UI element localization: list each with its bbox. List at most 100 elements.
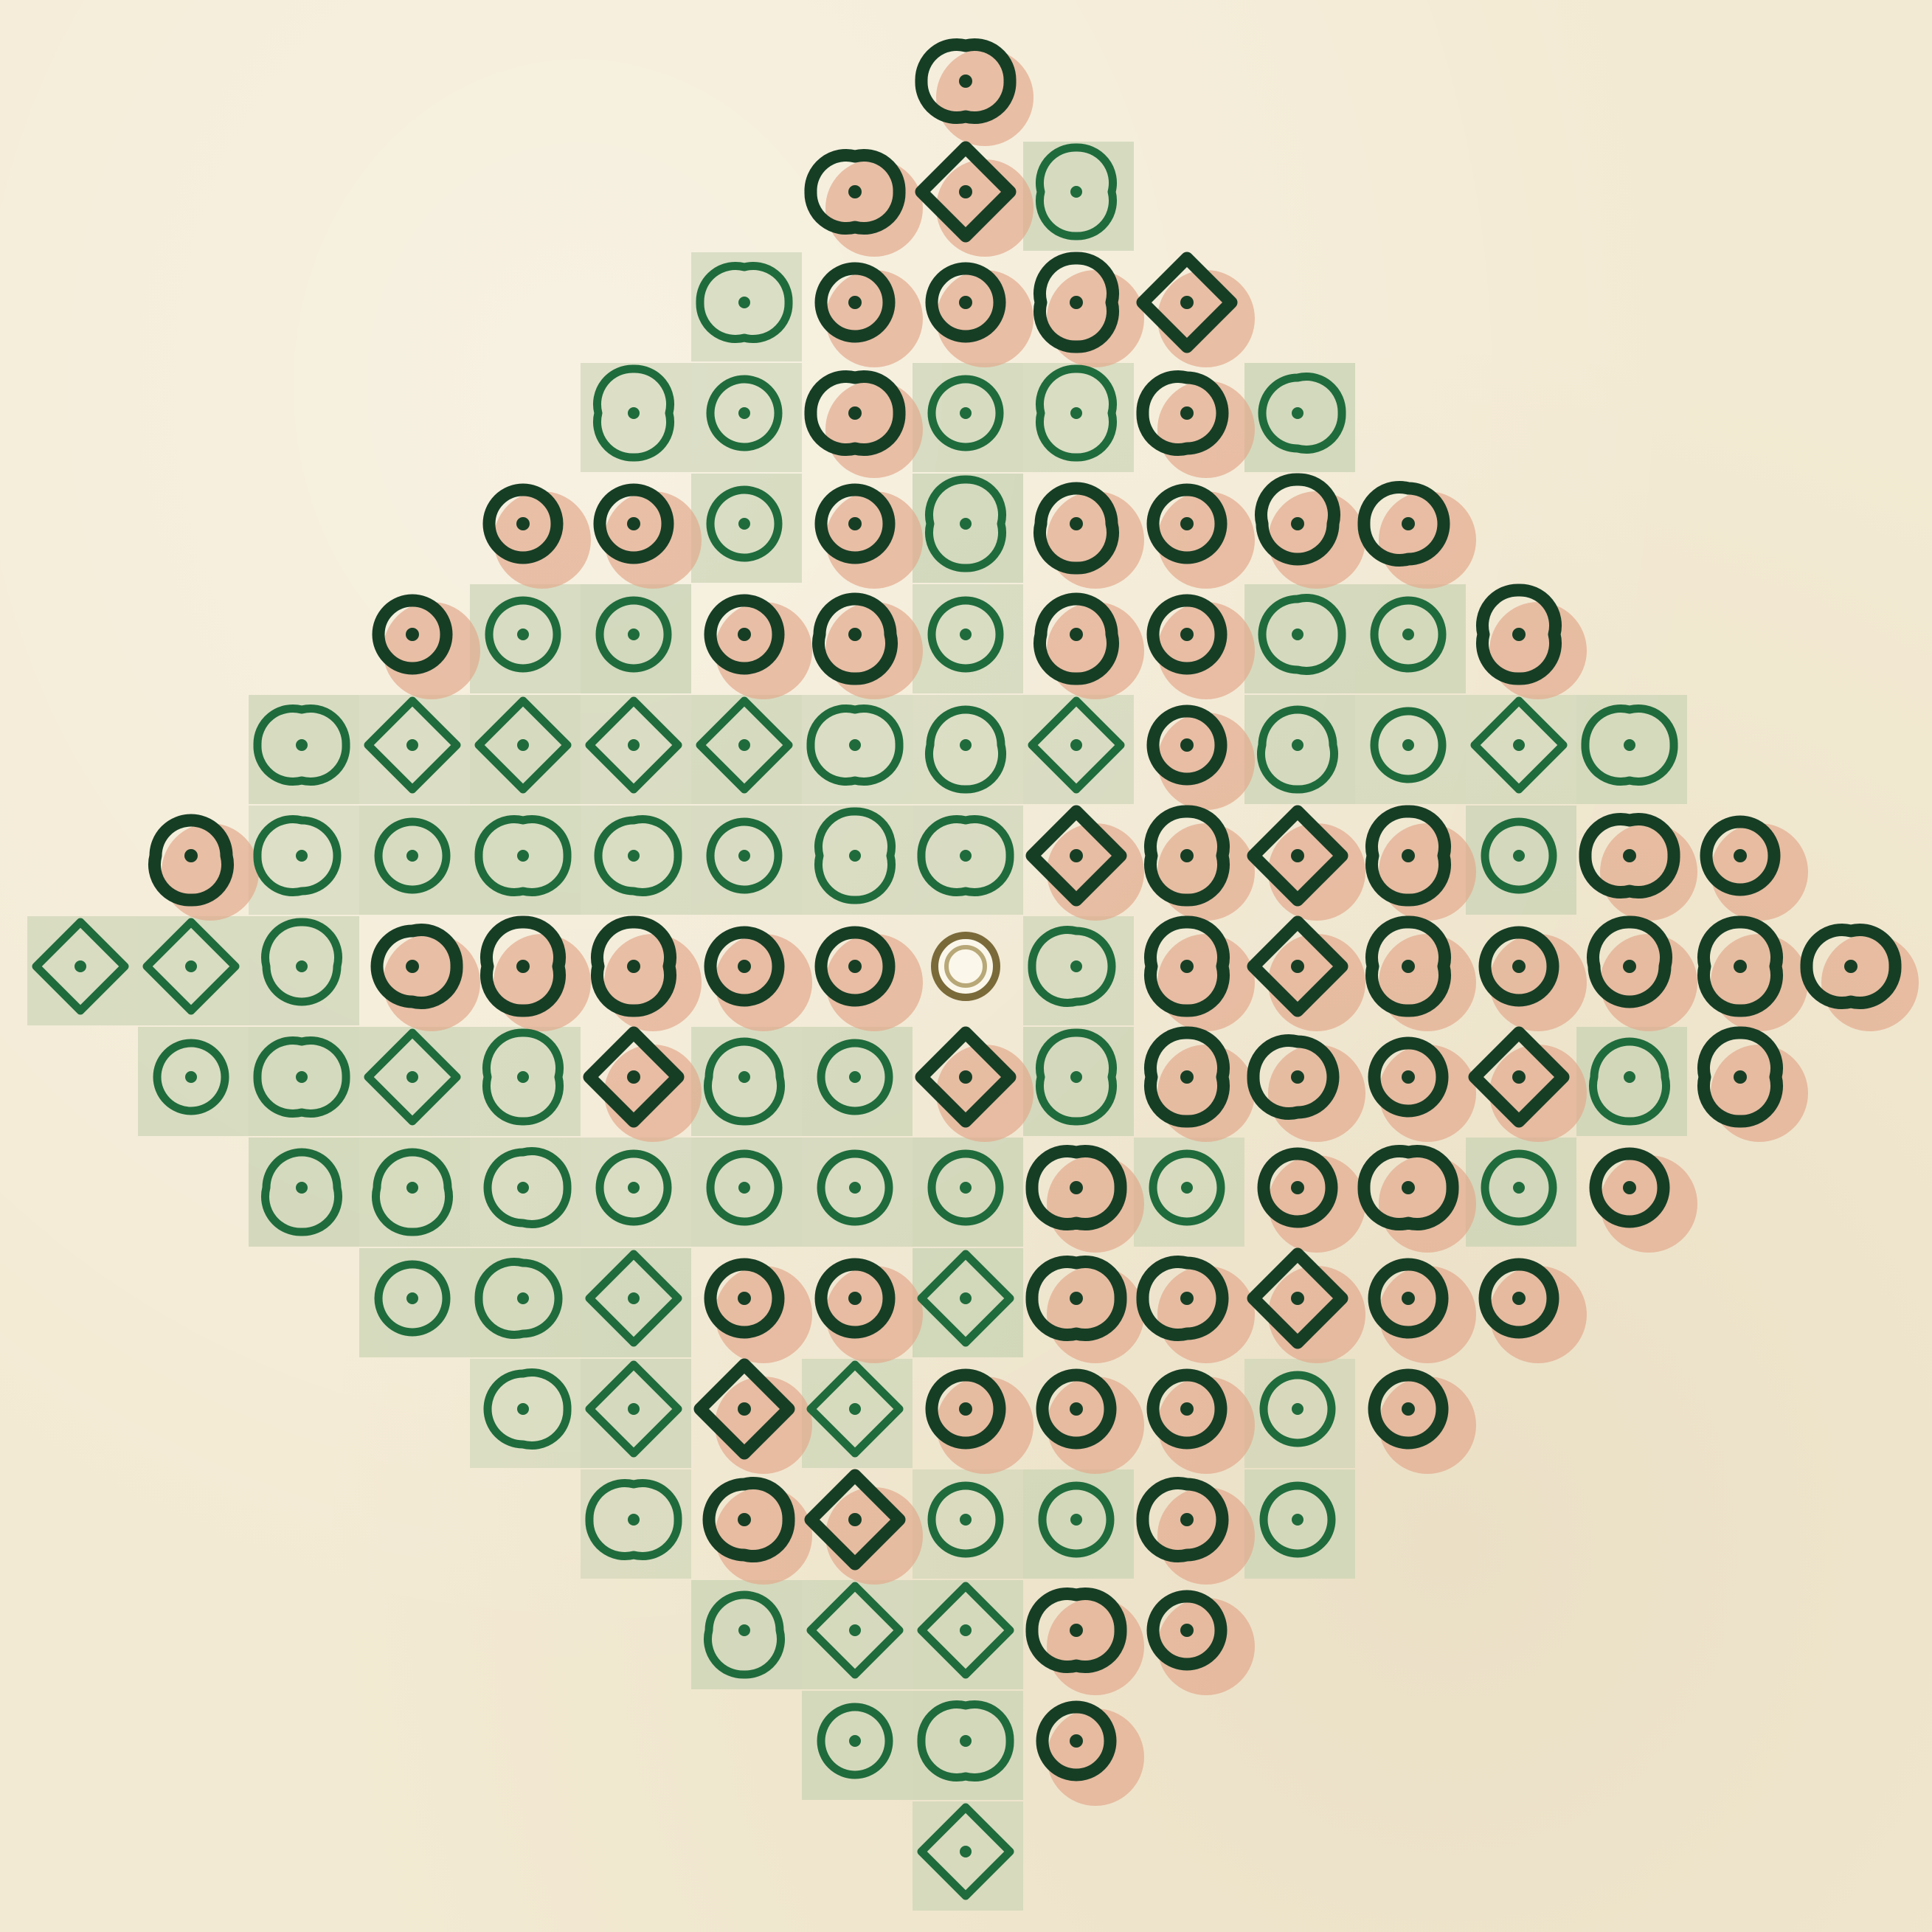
salmon-shadow: [1268, 491, 1365, 589]
eye-loop: [1697, 915, 1784, 1017]
salmon-shadow: [1157, 1487, 1255, 1585]
circle-loop: [817, 1039, 893, 1115]
center-dot: [738, 628, 751, 641]
center-dot: [849, 1071, 861, 1083]
salmon-shadow: [936, 270, 1033, 367]
center-dot: [1180, 628, 1194, 641]
eye-loop: [1697, 1026, 1784, 1128]
teardrop-loop: [1033, 482, 1120, 575]
center-dot: [738, 850, 750, 862]
center-dot: [185, 960, 197, 972]
center-dot: [1070, 1734, 1083, 1748]
diamond-loop: [917, 1250, 1014, 1347]
center-dot: [849, 739, 861, 751]
salmon-shadow: [1379, 1155, 1476, 1253]
eye-loop: [1143, 1026, 1230, 1128]
circle-loop: [706, 485, 783, 562]
center-dot: [1070, 1402, 1083, 1416]
salmon-shadow: [1379, 1377, 1476, 1474]
center-dot: [959, 296, 972, 309]
diamond-loop: [806, 1360, 904, 1458]
diamond-loop: [1470, 696, 1568, 794]
diamond-loop: [917, 1803, 1014, 1900]
circle-loop: [814, 483, 896, 564]
center-dot: [848, 406, 862, 420]
eye-loop: [1357, 1144, 1459, 1231]
center-dot: [960, 1846, 972, 1857]
center-dot: [960, 629, 972, 640]
diamond-loop: [915, 1026, 1017, 1128]
eye-loop: [253, 1036, 350, 1118]
circle-loop: [1146, 483, 1228, 564]
center-dot: [1513, 739, 1525, 751]
center-ring: [931, 932, 1000, 1001]
salmon-shadow: [1157, 602, 1255, 699]
salmon-shadow: [936, 49, 1033, 146]
center-dot: [627, 517, 640, 530]
center-dot: [848, 1292, 862, 1305]
center-dot: [960, 850, 972, 862]
salmon-shadow: [1157, 713, 1255, 810]
circle-loop: [595, 596, 672, 673]
circle-loop: [817, 1149, 893, 1226]
circle-loop: [1481, 1149, 1557, 1226]
center-dot: [738, 297, 750, 308]
center-dot: [848, 517, 862, 530]
center-dot: [1512, 628, 1526, 641]
eye-loop: [1579, 812, 1680, 899]
teardrop-loop: [474, 1257, 563, 1340]
salmon-shadow: [715, 934, 812, 1031]
center-dot: [738, 1292, 751, 1305]
center-dot: [1402, 517, 1415, 530]
center-dot: [1402, 1402, 1415, 1416]
center-dot: [960, 1514, 972, 1526]
diamond-loop: [364, 696, 461, 794]
center-dot: [1291, 849, 1304, 862]
circle-loop: [814, 1258, 896, 1339]
center-dot: [184, 849, 198, 862]
center-dot: [406, 1292, 418, 1304]
center-dot: [1624, 1071, 1635, 1083]
center-dot: [516, 960, 530, 973]
circle-loop: [704, 926, 785, 1007]
salmon-shadow: [494, 491, 591, 589]
center-dot: [1734, 1070, 1747, 1084]
center-dot: [296, 960, 308, 972]
center-dot: [738, 1402, 751, 1416]
salmon-shadow: [1821, 934, 1919, 1031]
salmon-shadow: [825, 270, 923, 367]
teardrop-loop: [924, 705, 1007, 794]
center-inner-ring: [944, 945, 987, 988]
center-dot: [1180, 296, 1194, 309]
teardrop-loop: [594, 814, 682, 897]
center-dot: [738, 407, 750, 419]
teardrop-loop: [1258, 593, 1346, 676]
eye-loop: [1475, 584, 1562, 685]
teardrop-loop: [702, 1476, 795, 1563]
circle-loop: [1478, 1258, 1559, 1339]
center-dot: [1512, 1292, 1526, 1305]
center-dot: [516, 517, 530, 530]
salmon-shadow: [1711, 934, 1808, 1031]
diamond-loop: [585, 1360, 682, 1458]
dot-layer: [75, 75, 1857, 1857]
center-dot: [849, 1624, 861, 1636]
center-dot: [1070, 1514, 1082, 1526]
eye-loop: [1800, 923, 1902, 1010]
eye-loop: [1365, 805, 1452, 907]
center-dot: [738, 1071, 750, 1083]
center-dot: [517, 850, 529, 862]
teardrop-loop: [1357, 480, 1450, 567]
teardrop-loop: [370, 923, 463, 1010]
salmon-shadow: [1047, 1708, 1144, 1806]
loop-layer: [32, 38, 1902, 1900]
circle-loop: [925, 262, 1006, 343]
diamond-loop: [1247, 1247, 1348, 1349]
circle-loop: [927, 1149, 1004, 1226]
teardrop-loop: [1136, 1476, 1229, 1563]
center-dot: [738, 1513, 751, 1526]
eye-loop: [474, 814, 572, 897]
center-dot: [1070, 960, 1082, 972]
center-dot: [959, 1402, 972, 1416]
